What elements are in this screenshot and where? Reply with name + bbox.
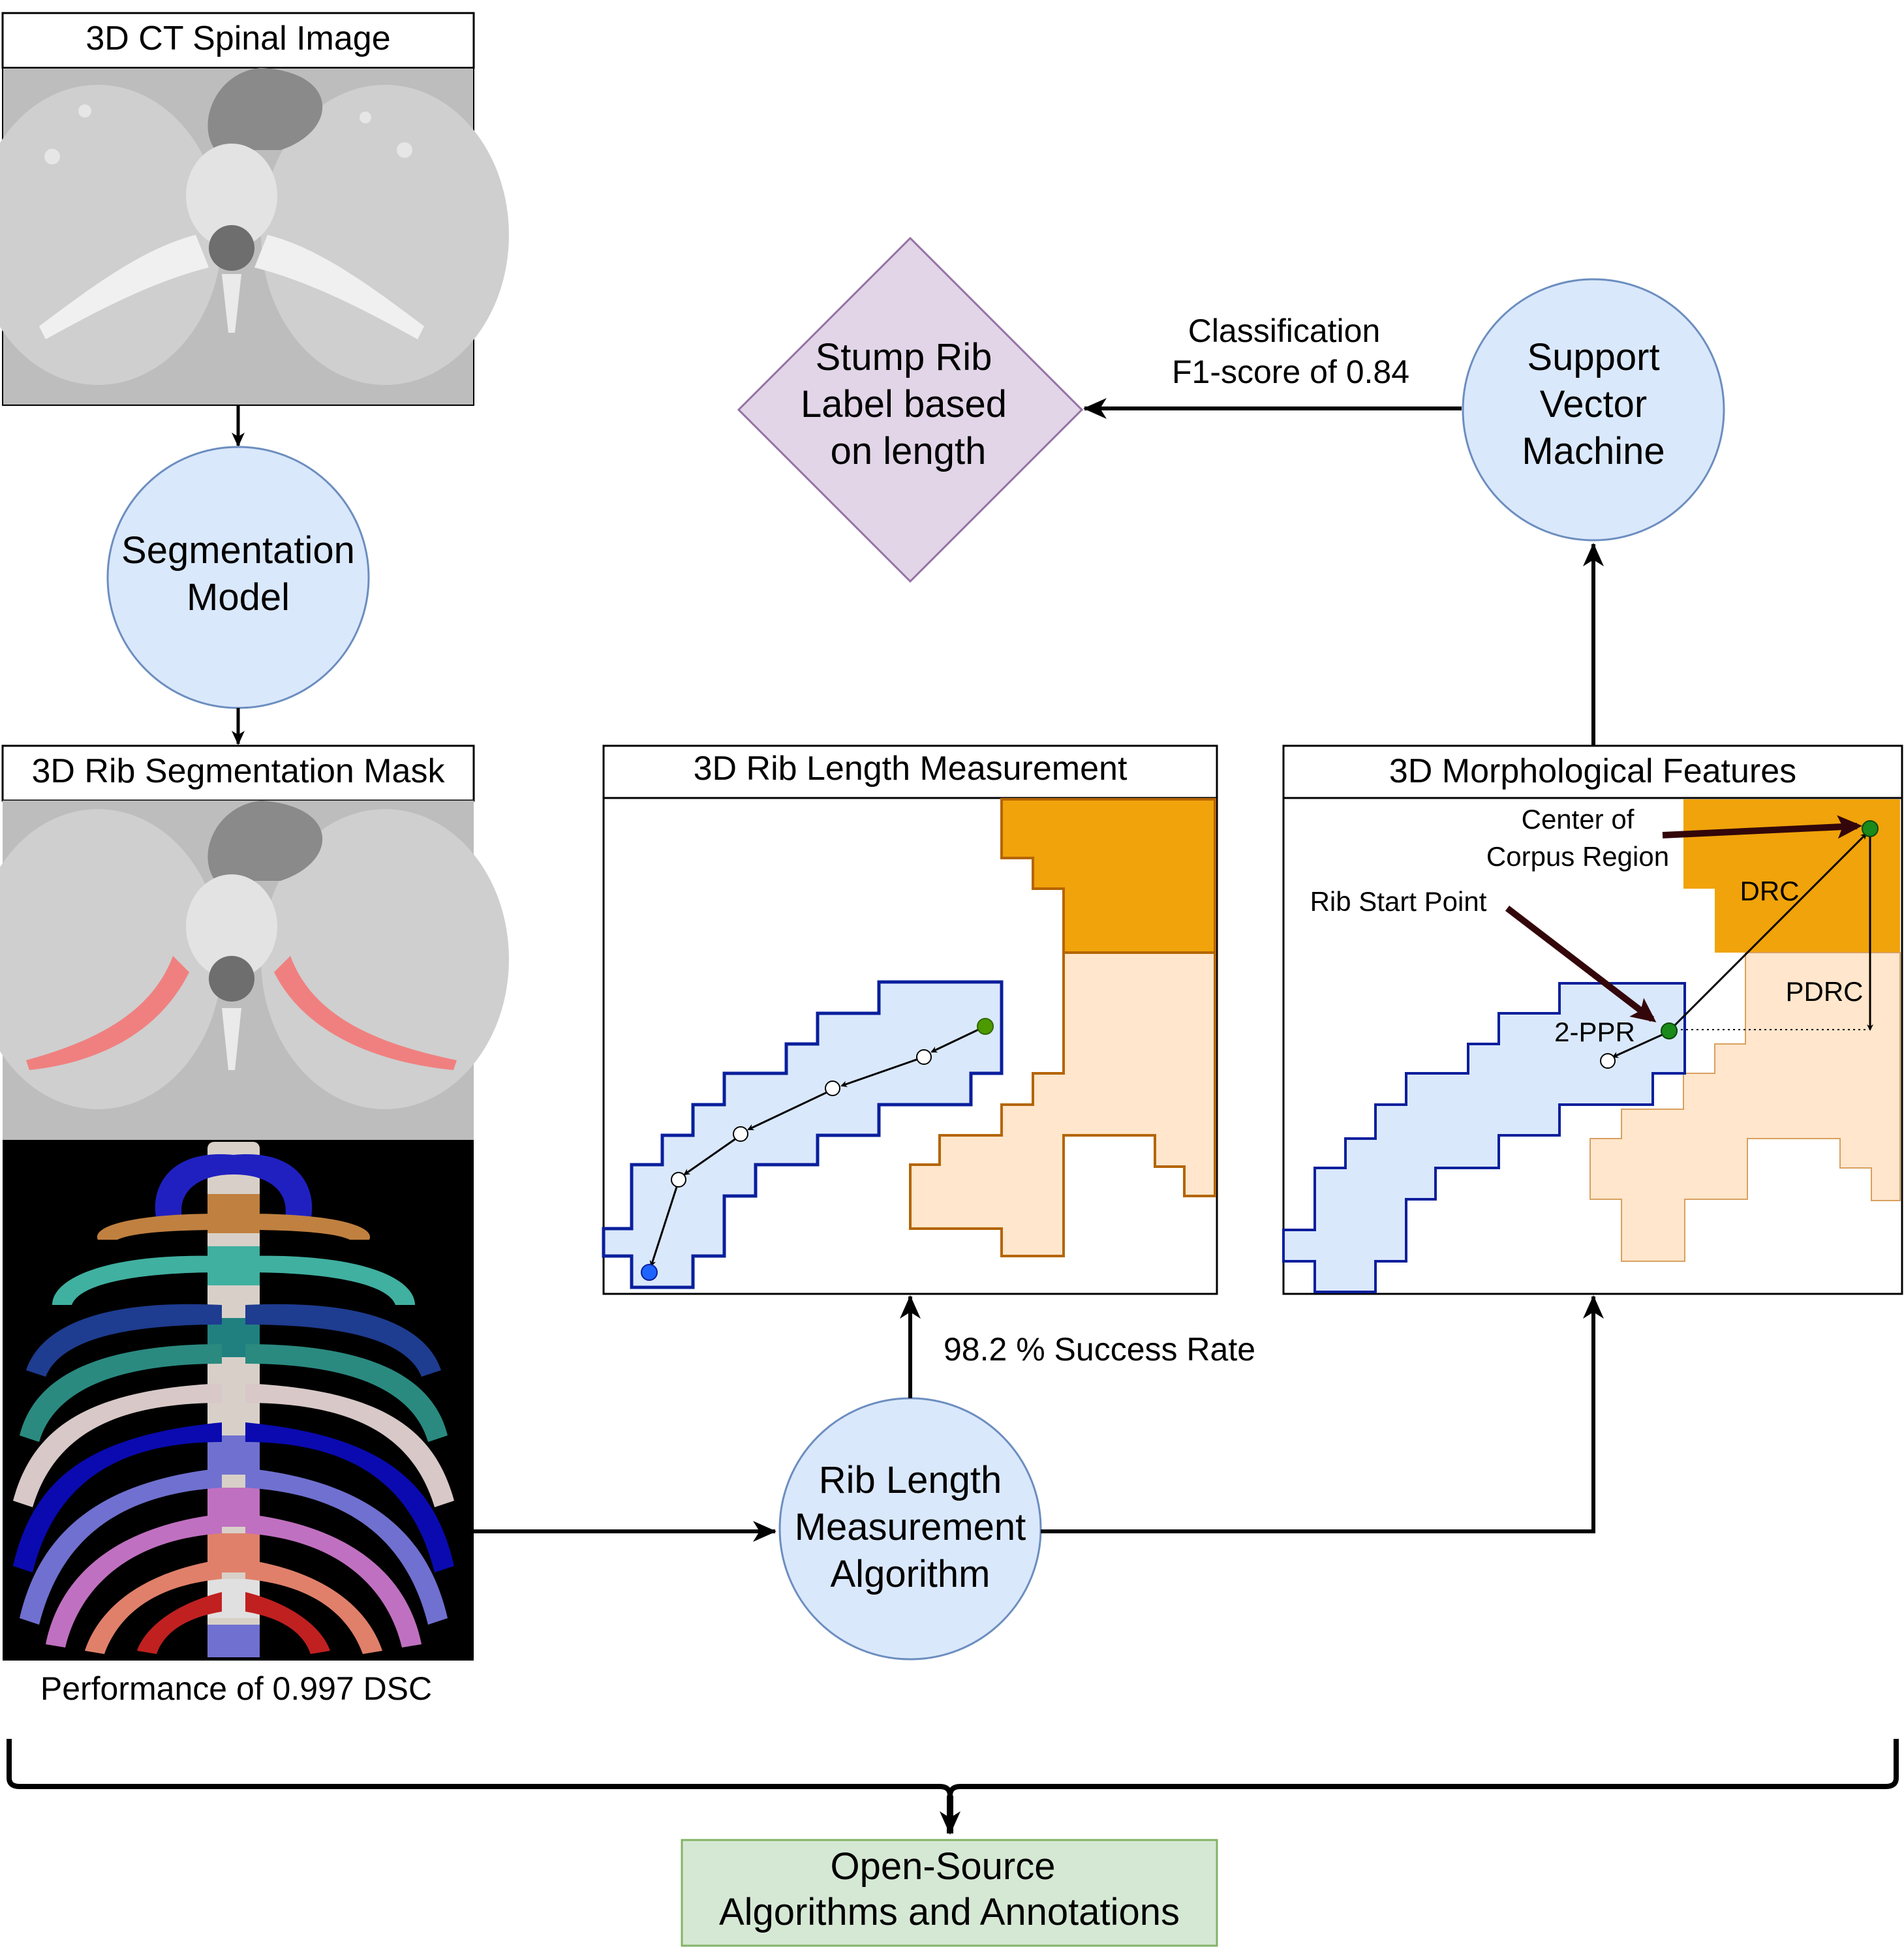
open-source-line-2: Algorithms and Annotations <box>719 1891 1180 1933</box>
rib-cage-3d-render <box>3 1140 474 1661</box>
drc-arrow <box>1664 833 1867 1036</box>
open-source-node: Open-Source Algorithms and Annotations <box>681 1839 1218 1947</box>
rib-length-panel: 3D Rib Length Measurement <box>602 744 1218 1295</box>
start-point-dot <box>977 1018 994 1035</box>
rib-region <box>602 980 1004 1289</box>
seg-mask-slice-image <box>0 801 509 1140</box>
segmentation-model-line-2: Model <box>187 576 290 619</box>
morph-title: 3D Morphological Features <box>1389 752 1796 790</box>
open-source-line-1: Open-Source <box>831 1845 1056 1888</box>
seg-mask-title: 3D Rib Segmentation Mask <box>32 752 446 790</box>
ct-slice-image <box>0 67 509 406</box>
rib-length-title: 3D Rib Length Measurement <box>694 750 1128 788</box>
center-pointer-arrow <box>1662 815 1862 839</box>
svm-line-3: Machine <box>1522 430 1665 472</box>
algorithm-line-3: Algorithm <box>831 1553 990 1595</box>
segmentation-model-node: Segmentation Model <box>106 446 370 709</box>
path-point-dot <box>733 1126 748 1142</box>
rib-path-polyline <box>649 1025 986 1267</box>
ct-image-title: 3D CT Spinal Image <box>85 20 390 57</box>
center-corpus-line-2: Corpus Region <box>1486 841 1669 872</box>
morph-panel: 3D Morphological Features Center of Corp… <box>1282 744 1903 1295</box>
svm-line-2: Vector <box>1540 383 1647 425</box>
rib-start-dot <box>1661 1022 1678 1039</box>
ppr-arrow <box>1612 1031 1668 1058</box>
center-corpus-line-1: Center of <box>1522 804 1635 835</box>
bottom-brace <box>7 1739 1899 1796</box>
dsc-annotation: Performance of 0.997 DSC <box>40 1670 432 1707</box>
path-point-dot <box>916 1049 932 1065</box>
segmentation-model-line-1: Segmentation <box>121 529 355 572</box>
drc-label: DRC <box>1740 876 1800 906</box>
support-vector-machine-node: Support Vector Machine <box>1462 278 1725 542</box>
adjacent-region <box>909 951 1216 1257</box>
rib-region <box>1282 982 1686 1293</box>
ppr-point-dot <box>1600 1053 1616 1069</box>
ppr-label: 2-PPR <box>1554 1017 1635 1047</box>
algorithm-line-2: Measurement <box>795 1506 1026 1548</box>
path-point-dot <box>671 1172 686 1188</box>
stump-rib-line-2: Label based <box>801 383 1007 425</box>
corpus-center-dot <box>1862 820 1879 837</box>
start-pointer-arrow <box>1505 906 1657 1022</box>
classification-line-1: Classification <box>1188 313 1381 349</box>
success-rate-annotation: 98.2 % Success Rate <box>944 1331 1255 1368</box>
stump-rib-line-1: Stump Rib <box>816 336 992 378</box>
algorithm-line-1: Rib Length <box>819 1459 1002 1501</box>
rib-start-label: Rib Start Point <box>1310 886 1487 917</box>
stump-rib-line-3: on length <box>831 430 987 472</box>
stump-rib-node: Stump Rib Label based on length <box>737 236 1084 583</box>
pdrc-label: PDRC <box>1785 976 1863 1007</box>
rib-length-algorithm-node: Rib Length Measurement Algorithm <box>778 1397 1042 1661</box>
ct-image-panel: 3D CT Spinal Image <box>0 12 509 406</box>
end-point-dot <box>641 1264 658 1281</box>
corpus-region <box>1000 798 1216 954</box>
path-point-dot <box>825 1081 840 1096</box>
svm-line-1: Support <box>1527 336 1659 378</box>
classification-line-2: F1-score of 0.84 <box>1172 354 1409 390</box>
seg-mask-panel: 3D Rib Segmentation Mask <box>0 744 509 1661</box>
